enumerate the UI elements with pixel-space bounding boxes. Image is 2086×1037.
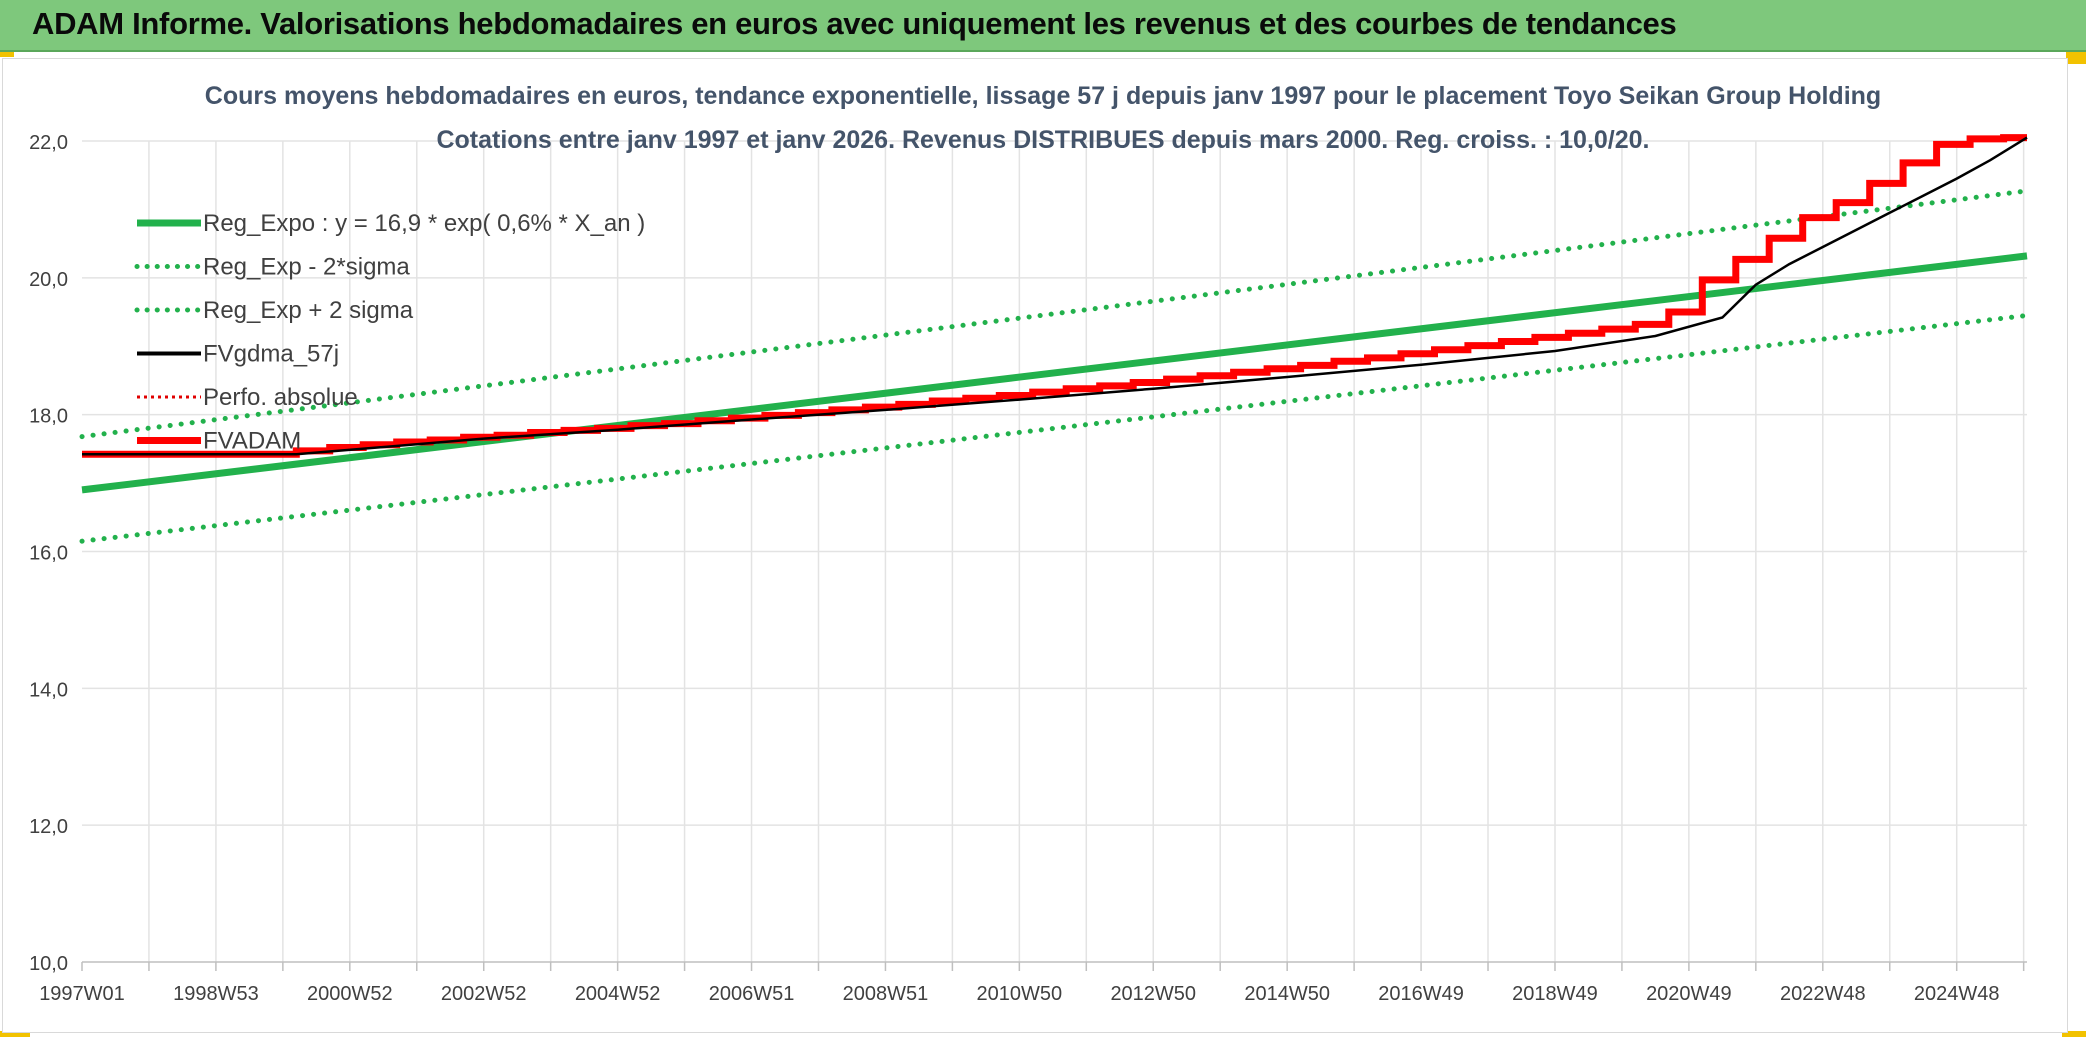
corner-marker-top-left: [0, 52, 14, 57]
report-title: ADAM Informe. Valorisations hebdomadaire…: [32, 6, 1677, 41]
series-sigma-band-line: [79, 313, 2030, 544]
line-chart: 10,0 12,0 14,0 16,0 18,0 20,0 22,0 1997W01 1998W…: [29, 82, 2030, 1005]
legend-label: FVADAM: [203, 428, 301, 455]
axis-layer: 10,0 12,0 14,0 16,0 18,0 20,0 22,0 1997W01 1998W…: [29, 132, 2027, 1005]
x-tick-label: 2004W52: [575, 983, 661, 1005]
legend-label: Reg_Exp + 2 sigma: [203, 297, 414, 324]
legend: Reg_Expo : y = 16,9 * exp( 0,6% * X_an )…: [134, 210, 645, 455]
series-layer: [79, 134, 2030, 544]
x-tick-label: 1997W01: [39, 983, 125, 1005]
y-tick-label: 10,0: [29, 953, 68, 975]
x-tick-label: 1998W53: [173, 983, 259, 1005]
series-fvadam-line: [82, 134, 2027, 458]
x-tick-label: 2000W52: [307, 983, 393, 1005]
x-tick-label: 2014W50: [1244, 983, 1330, 1005]
x-tick-label: 2018W49: [1512, 983, 1598, 1005]
corner-marker-bottom-left: [0, 1031, 30, 1037]
header-bar: ADAM Informe. Valorisations hebdomadaire…: [0, 0, 2086, 52]
x-tick-label: 2024W48: [1914, 983, 2000, 1005]
corner-marker-bottom-right: [2062, 1031, 2086, 1037]
x-tick-label: 2010W50: [977, 983, 1063, 1005]
y-tick-label: 16,0: [29, 543, 68, 565]
y-tick-label: 20,0: [29, 269, 68, 291]
legend-label: FVgdma_57j: [203, 341, 339, 368]
corner-marker-top-right: [2066, 52, 2086, 64]
series-fvgdma-line: [82, 136, 2028, 456]
x-tick-label: 2008W51: [843, 983, 929, 1005]
y-tick-label: 12,0: [29, 816, 68, 838]
legend-label: Reg_Expo : y = 16,9 * exp( 0,6% * X_an ): [203, 210, 645, 237]
chart-subtitle: Cotations entre janv 1997 et janv 2026. …: [436, 126, 1649, 154]
x-tick-label: 2020W49: [1646, 983, 1732, 1005]
x-tick-label: 2012W50: [1110, 983, 1196, 1005]
legend-label: Perfo. absolue: [203, 384, 358, 411]
legend-label: Reg_Exp - 2*sigma: [203, 254, 410, 281]
series-sigma-band-line: [79, 188, 2030, 440]
x-tick-label: 2022W48: [1780, 983, 1866, 1005]
chart-area: 10,0 12,0 14,0 16,0 18,0 20,0 22,0 1997W01 1998W…: [2, 58, 2068, 1033]
y-tick-label: 14,0: [29, 679, 68, 701]
y-tick-label: 22,0: [29, 132, 68, 154]
y-tick-label: 18,0: [29, 406, 68, 428]
series-reg-expo-line: [81, 252, 2028, 494]
x-tick-label: 2002W52: [441, 983, 527, 1005]
grid-layer: [82, 140, 2027, 962]
x-tick-label: 2006W51: [709, 983, 795, 1005]
chart-title: Cours moyens hebdomadaires en euros, ten…: [205, 82, 1881, 110]
x-tick-label: 2016W49: [1378, 983, 1464, 1005]
